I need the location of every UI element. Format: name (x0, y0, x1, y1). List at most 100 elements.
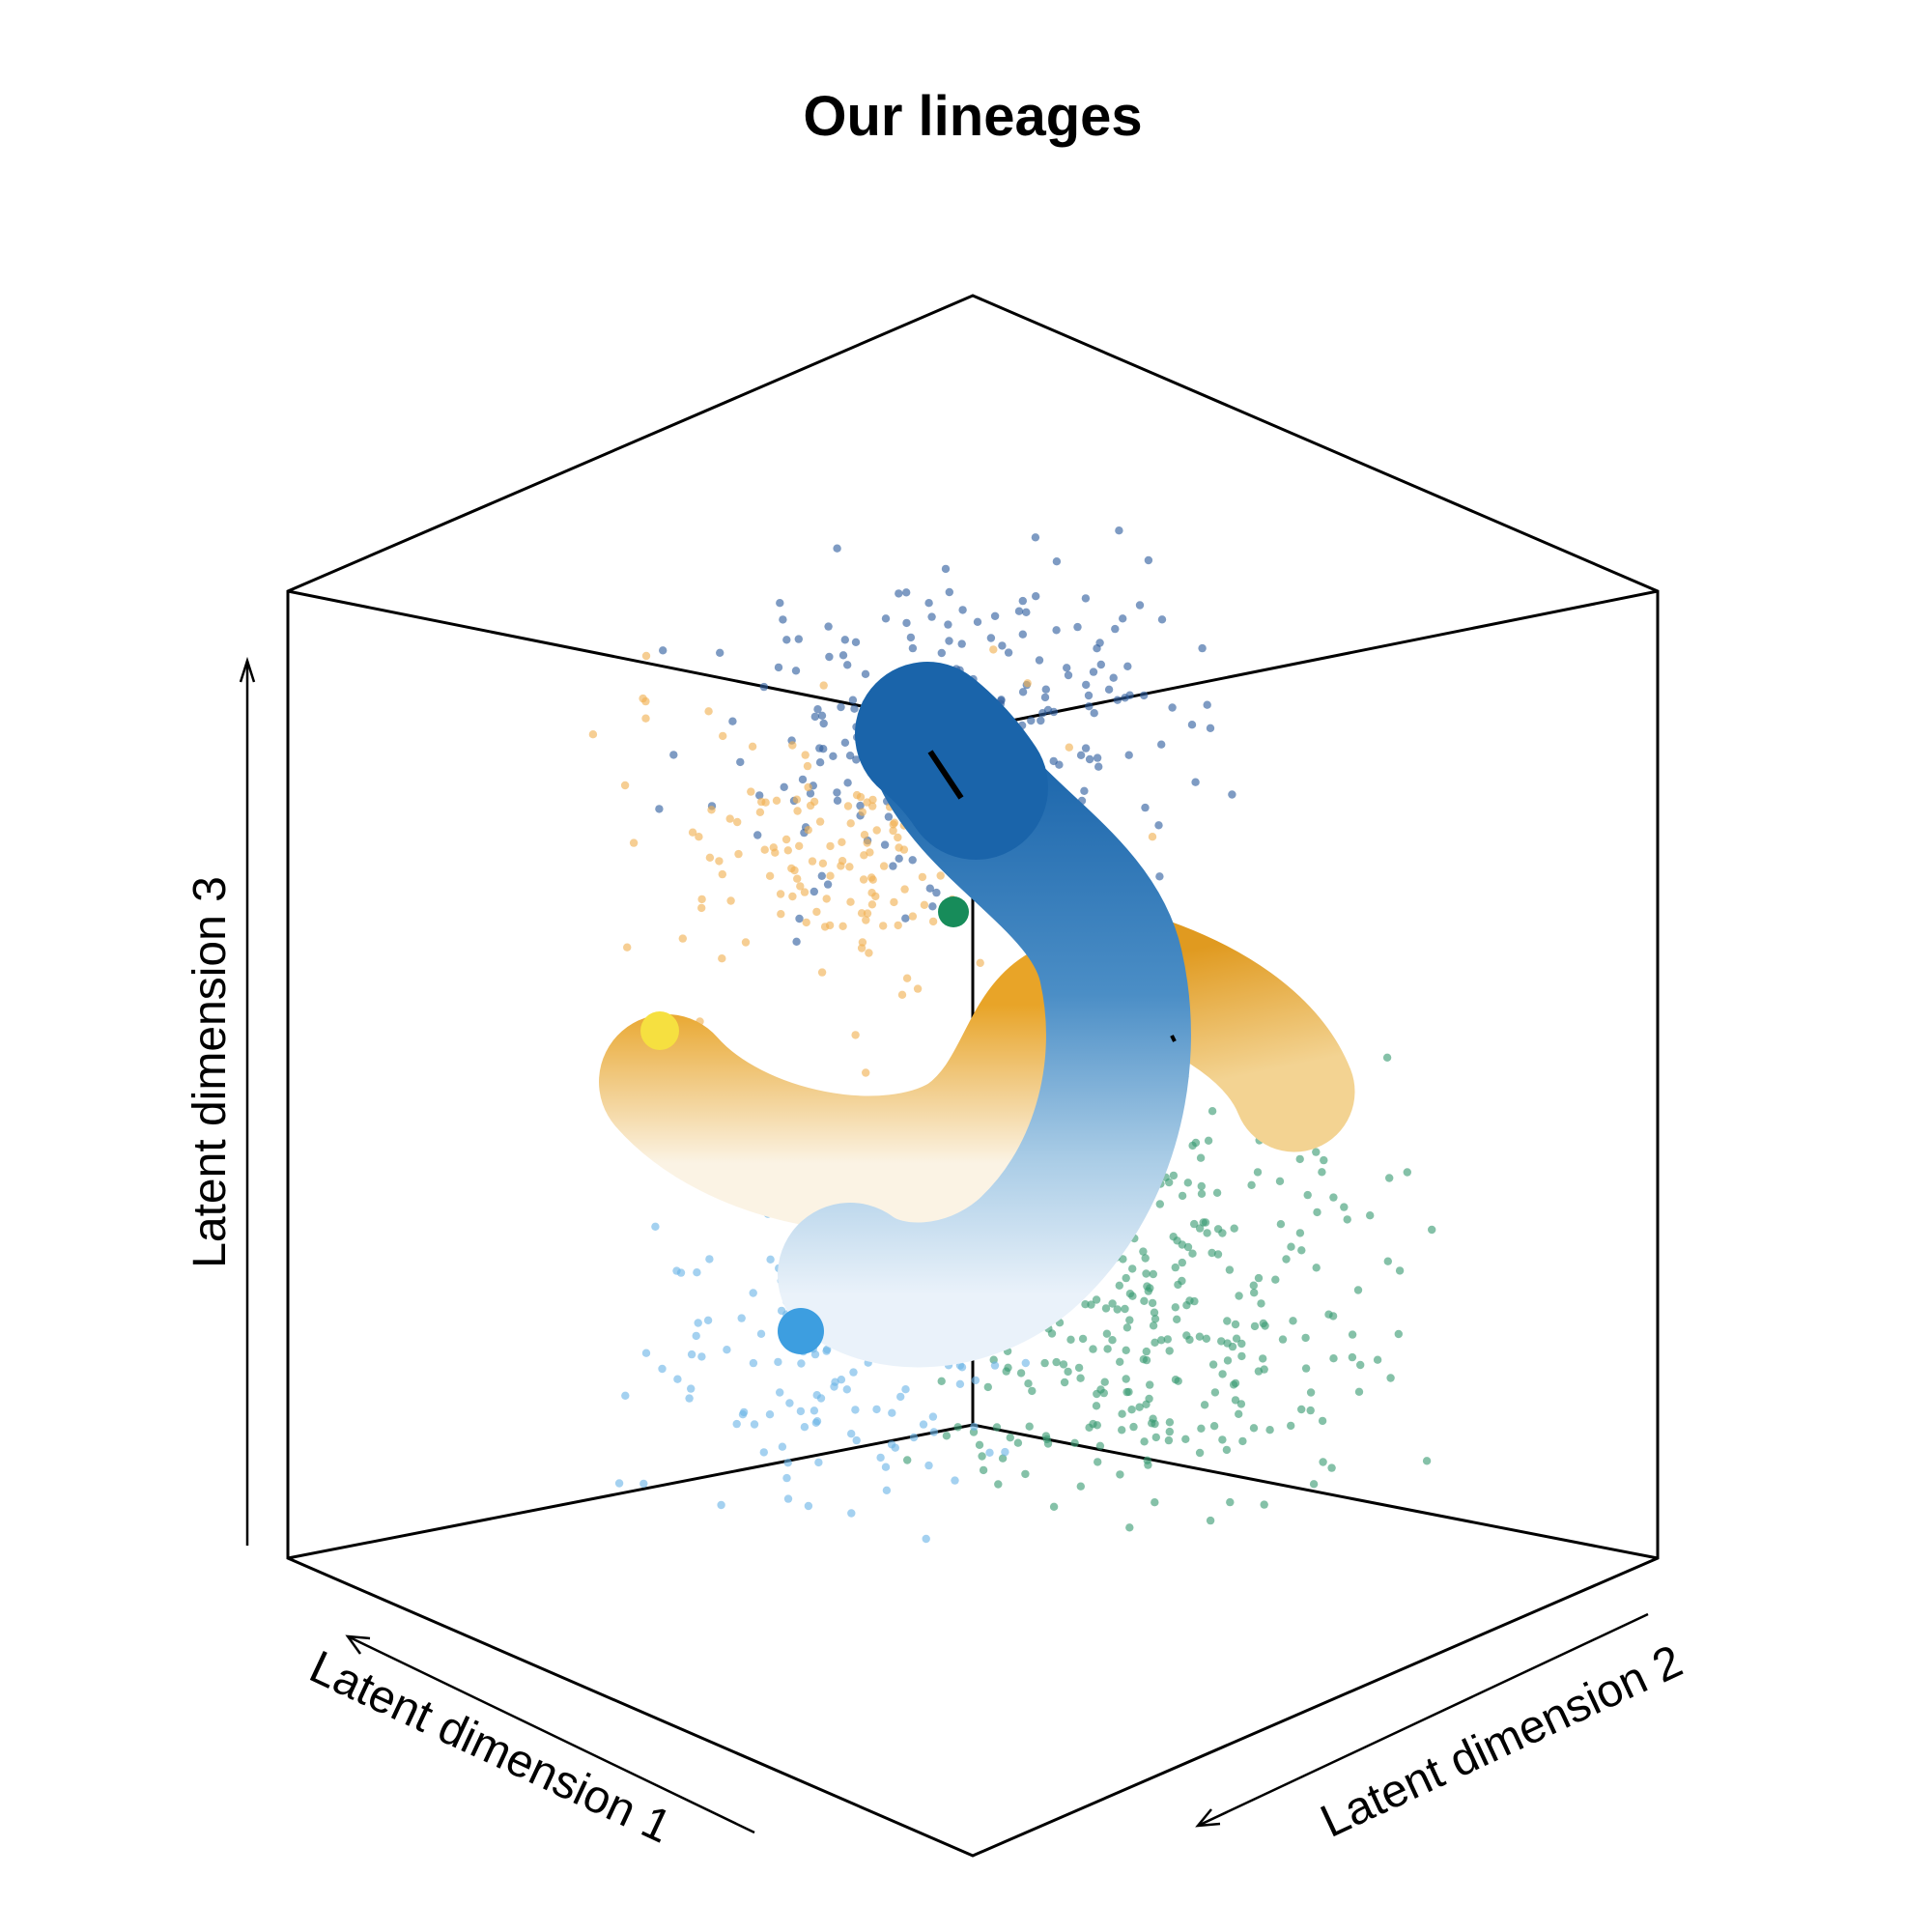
data-point (1165, 1427, 1175, 1436)
data-point (1329, 1193, 1338, 1202)
data-point (1295, 1229, 1305, 1237)
data-point (1094, 762, 1103, 771)
data-point (979, 1465, 988, 1475)
data-point (1125, 1316, 1134, 1324)
data-point (876, 1453, 885, 1463)
data-point (694, 1319, 702, 1327)
data-point (1301, 1333, 1310, 1343)
data-point (796, 882, 805, 891)
data-point (852, 755, 861, 764)
data-point (733, 817, 742, 827)
data-point (1042, 1435, 1052, 1444)
data-point (881, 614, 891, 623)
lineage-tubes (599, 662, 1355, 1368)
data-point (1218, 1435, 1227, 1444)
data-point (868, 802, 877, 810)
data-point (1165, 1178, 1174, 1187)
data-point (1319, 1458, 1327, 1466)
cluster-marker-yellow (640, 1011, 679, 1050)
data-point (1082, 680, 1091, 690)
data-point (1142, 1400, 1151, 1409)
data-point (813, 705, 822, 714)
data-point (826, 871, 835, 880)
data-point (1222, 1445, 1232, 1455)
data-point (833, 788, 841, 797)
data-point (1297, 1246, 1306, 1255)
data-point (1287, 1242, 1295, 1251)
data-point (620, 781, 630, 790)
data-point (766, 1255, 775, 1264)
data-point (1135, 601, 1145, 610)
data-point (924, 599, 933, 608)
data-point (1190, 1296, 1199, 1306)
data-point (803, 761, 812, 771)
data-point (717, 1500, 725, 1510)
data-point (897, 990, 907, 1000)
data-point (1173, 1236, 1181, 1245)
data-point (1140, 1437, 1149, 1446)
data-point (1089, 1419, 1097, 1429)
data-point (843, 802, 853, 810)
data-point (1163, 1335, 1173, 1344)
data-point (769, 843, 778, 852)
data-point (1386, 1374, 1395, 1382)
data-point (812, 907, 821, 917)
data-point (1287, 1421, 1295, 1431)
data-point (1217, 1337, 1226, 1346)
data-point (1122, 1323, 1132, 1332)
data-point (1204, 1136, 1213, 1146)
data-point (1348, 1352, 1357, 1362)
data-point (880, 840, 890, 849)
data-point (1116, 1470, 1124, 1479)
data-point (774, 663, 783, 672)
data-point (860, 831, 869, 839)
data-point (811, 1418, 820, 1428)
data-point (850, 704, 859, 713)
axis-arrows (239, 656, 1649, 1834)
data-point (718, 954, 726, 963)
data-point (881, 1463, 891, 1471)
data-point (819, 681, 828, 690)
data-point (1080, 786, 1089, 795)
data-point (1100, 1378, 1109, 1386)
data-point (894, 921, 902, 930)
data-point (1169, 1171, 1179, 1180)
data-point (1021, 1358, 1031, 1368)
data-point (1249, 1424, 1259, 1433)
data-point (1154, 821, 1163, 830)
data-point (1190, 1219, 1199, 1229)
data-point (1081, 744, 1091, 753)
data-point (1076, 1374, 1085, 1382)
lineage-tube-blue (778, 676, 1191, 1368)
data-point (1150, 1308, 1159, 1317)
data-point (901, 1385, 910, 1394)
data-point (992, 1423, 1002, 1432)
data-point (795, 841, 804, 850)
data-point (829, 752, 838, 760)
data-point (736, 757, 745, 767)
data-point (861, 669, 870, 678)
data-point (723, 1346, 731, 1354)
data-point (787, 864, 796, 873)
data-point (759, 682, 769, 692)
data-point (1109, 673, 1118, 682)
data-point (1254, 1367, 1264, 1376)
data-point (1104, 685, 1114, 694)
data-point (1395, 1266, 1405, 1275)
data-point (903, 1456, 912, 1464)
data-point (1218, 1370, 1227, 1378)
data-point (692, 1331, 700, 1341)
data-point (1128, 1264, 1137, 1273)
data-point (810, 887, 818, 896)
data-point (792, 795, 802, 804)
data-point (687, 1350, 696, 1359)
data-point (1197, 1189, 1207, 1199)
data-point (863, 909, 872, 918)
data-point (1312, 1148, 1321, 1156)
data-point (1064, 1367, 1072, 1377)
data-point (688, 828, 697, 837)
data-point (1018, 596, 1028, 606)
data-point (1213, 1250, 1223, 1259)
data-point (1312, 1264, 1321, 1272)
data-point (1382, 1053, 1392, 1063)
